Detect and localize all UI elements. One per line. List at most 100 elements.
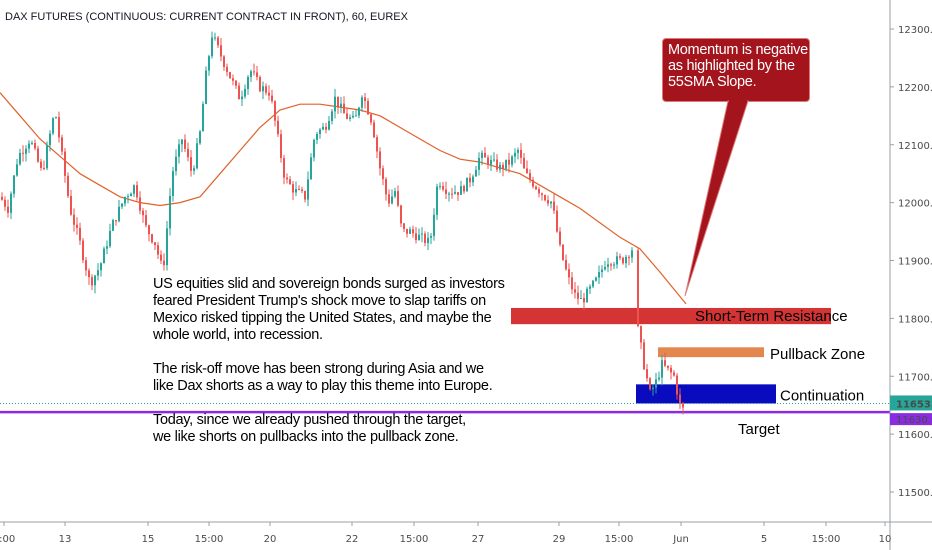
candle: [463, 184, 465, 194]
candle: [403, 222, 405, 233]
candle-body: [532, 179, 534, 187]
candle-body: [295, 188, 297, 193]
y-tick-label: 12300.0: [898, 25, 932, 36]
candle-body: [265, 86, 267, 93]
candle: [520, 143, 522, 164]
candle: [595, 276, 597, 282]
candle: [1, 192, 3, 201]
candle-body: [148, 225, 150, 235]
candle-body: [346, 113, 348, 119]
candle-body: [307, 179, 309, 200]
candle: [394, 187, 396, 199]
candle: [541, 192, 543, 201]
candle: [316, 132, 318, 145]
candle-body: [286, 177, 288, 180]
candle-body: [16, 164, 18, 176]
candle: [415, 226, 417, 244]
candle-body: [676, 375, 678, 395]
candle: [28, 140, 30, 154]
candle: [112, 218, 114, 232]
candle-body: [535, 186, 537, 190]
candle-body: [502, 164, 504, 169]
candle: [514, 148, 516, 164]
candle: [253, 63, 255, 76]
candle-body: [325, 126, 327, 130]
candle-body: [460, 186, 462, 195]
candle-body: [163, 260, 165, 266]
candle-body: [382, 168, 384, 180]
zones: Short-Term Resistance Pullback Zone Contin…: [0, 307, 890, 438]
candle-body: [505, 159, 507, 169]
candle: [271, 89, 273, 104]
candle-body: [478, 157, 480, 170]
candle: [286, 173, 288, 184]
candle: [535, 185, 537, 191]
candle-body: [574, 289, 576, 293]
candle: [481, 150, 483, 166]
candle-body: [520, 149, 522, 158]
candle: [148, 224, 150, 242]
candle-body: [262, 86, 264, 92]
candle-body: [601, 269, 603, 273]
candle-body: [406, 228, 408, 234]
candle-body: [289, 179, 291, 185]
candle: [187, 142, 189, 162]
candle-body: [418, 234, 420, 241]
candle-body: [100, 263, 102, 271]
candle-body: [49, 133, 51, 146]
candle-body: [643, 342, 645, 370]
candle: [25, 145, 27, 162]
candle-body: [559, 231, 561, 245]
candle: [307, 171, 309, 207]
candle: [64, 148, 66, 183]
candle-body: [280, 134, 282, 159]
candle-body: [370, 114, 372, 123]
candle: [460, 180, 462, 195]
candle-body: [133, 185, 135, 194]
candle: [274, 100, 276, 127]
candle-body: [655, 379, 657, 388]
candle: [55, 116, 57, 119]
candle-body: [25, 148, 27, 154]
candle-body: [166, 228, 168, 266]
candle-body: [550, 201, 552, 204]
candle: [523, 153, 525, 169]
candle: [289, 176, 291, 185]
candle-body: [4, 199, 6, 207]
x-tick-label: 27: [472, 534, 485, 545]
candle: [235, 79, 237, 89]
candle: [133, 184, 135, 197]
candle-body: [649, 378, 651, 390]
candle-body: [238, 85, 240, 100]
candle: [613, 261, 615, 270]
candle: [175, 149, 177, 176]
candle-body: [244, 88, 246, 97]
candle-body: [229, 72, 231, 79]
candle: [628, 255, 630, 266]
candle-body: [145, 215, 147, 226]
candle: [385, 177, 387, 201]
candle-body: [400, 205, 402, 224]
candle-body: [91, 277, 93, 286]
candle: [169, 188, 171, 236]
candle: [19, 148, 21, 166]
momentum-callout: [662, 38, 810, 102]
candle-body: [682, 403, 684, 408]
candle-body: [547, 200, 549, 204]
candle-body: [544, 195, 546, 201]
commentary-text: US equities slid and sovereign bonds sur…: [153, 276, 505, 445]
candle-body: [484, 152, 486, 158]
target-price-text: 11630.0: [896, 415, 932, 426]
candle: [496, 154, 498, 172]
candle: [181, 138, 183, 153]
candle-body: [211, 37, 213, 57]
x-tick-label: Jun: [672, 534, 689, 545]
candle: [568, 263, 570, 285]
candle: [532, 176, 534, 189]
x-tick-label: 5: [761, 534, 767, 545]
candle: [172, 167, 174, 202]
candle-body: [169, 195, 171, 229]
candle: [382, 165, 384, 186]
candle: [7, 199, 9, 218]
candle: [319, 127, 321, 139]
